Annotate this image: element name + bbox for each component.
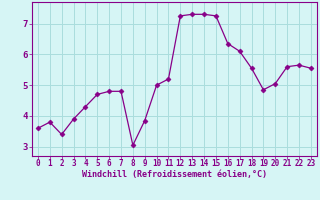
X-axis label: Windchill (Refroidissement éolien,°C): Windchill (Refroidissement éolien,°C) — [82, 170, 267, 179]
